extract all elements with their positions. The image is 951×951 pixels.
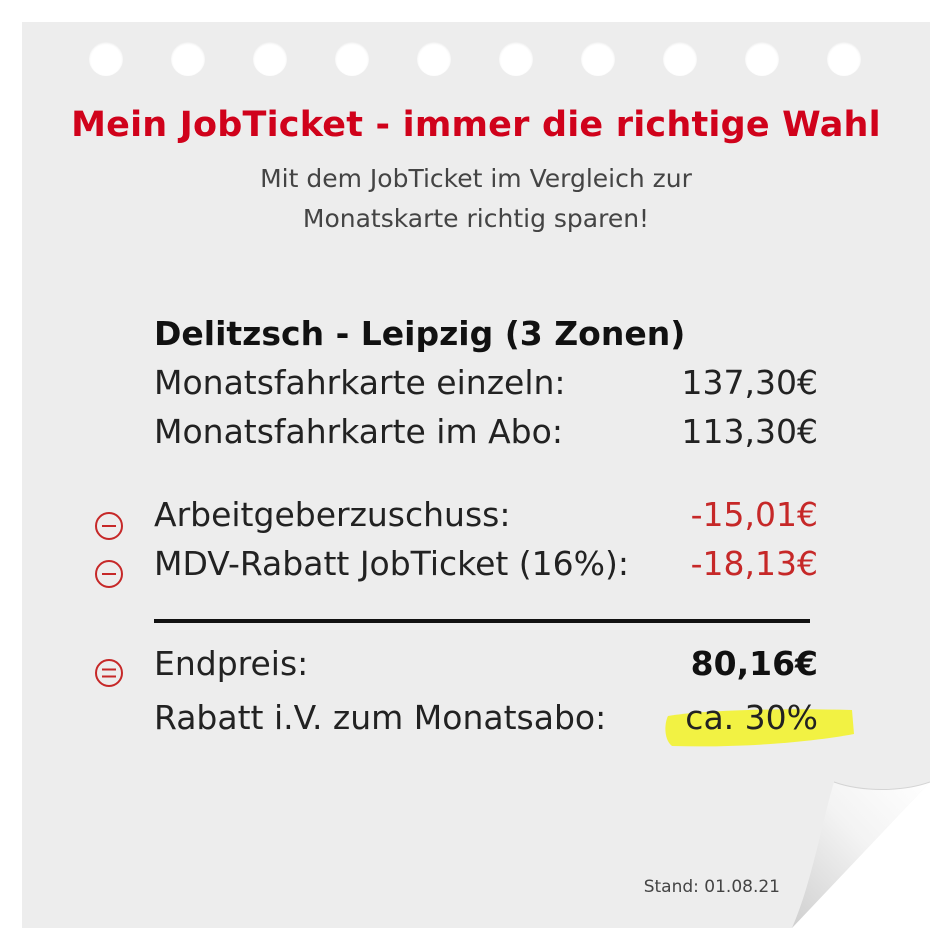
note-paper: Mein JobTicket - immer die richtige Wahl…: [22, 22, 930, 928]
punch-hole: [581, 42, 615, 76]
employer-subsidy-value: -15,01€: [690, 495, 818, 534]
punch-hole: [499, 42, 533, 76]
punch-hole: [827, 42, 861, 76]
mdv-discount-label: MDV-Rabatt JobTicket (16%):: [154, 544, 630, 583]
paper-sheet: [22, 22, 930, 928]
single-fare-label: Monatsfahrkarte einzeln:: [154, 363, 566, 402]
sum-divider: [154, 619, 810, 623]
subtitle-line-2: Monatskarte richtig sparen!: [302, 204, 650, 233]
punch-hole: [417, 42, 451, 76]
punch-hole: [335, 42, 369, 76]
page-title: Mein JobTicket - immer die richtige Wahl: [71, 105, 881, 145]
stand-date: Stand: 01.08.21: [643, 877, 780, 897]
subtitle-line-1: Mit dem JobTicket im Vergleich zur: [260, 164, 692, 193]
punch-hole: [89, 42, 123, 76]
mdv-discount-value: -18,13€: [690, 544, 818, 583]
discount-value: ca. 30%: [685, 698, 818, 737]
single-fare-value: 137,30€: [681, 363, 818, 402]
minus-circle-icon: [95, 560, 123, 588]
punch-hole: [663, 42, 697, 76]
minus-circle-icon: [95, 512, 123, 540]
final-price-label: Endpreis:: [154, 644, 309, 683]
route-title: Delitzsch - Leipzig (3 Zonen): [154, 314, 686, 353]
discount-label: Rabatt i.V. zum Monatsabo:: [154, 698, 607, 737]
punch-hole: [171, 42, 205, 76]
abo-fare-label: Monatsfahrkarte im Abo:: [154, 412, 563, 451]
punch-hole: [253, 42, 287, 76]
final-price-value: 80,16€: [690, 644, 818, 683]
equals-circle-icon: [95, 659, 123, 687]
abo-fare-value: 113,30€: [681, 412, 818, 451]
punch-hole: [745, 42, 779, 76]
highlighter-mark: [665, 709, 854, 747]
employer-subsidy-label: Arbeitgeberzuschuss:: [154, 495, 511, 534]
